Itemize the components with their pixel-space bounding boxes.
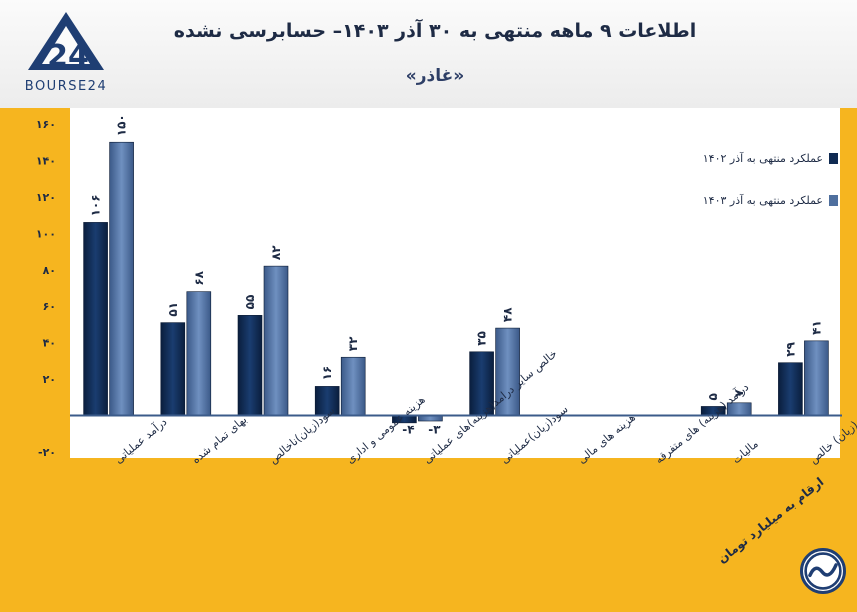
legend: عملکرد منتهی به آذر ۱۴۰۲ عملکرد منتهی به… <box>648 148 838 218</box>
logo-text: BOURSE24 <box>25 79 107 94</box>
logo-number: 24 <box>47 39 89 74</box>
y-tick-label: -۲۰ <box>38 446 56 459</box>
bar-1403 <box>804 340 829 416</box>
header-band: 24 BOURSE24 اطلاعات ۹ ماهه منتهی به ۳۰ آ… <box>0 0 857 108</box>
bar-1403 <box>340 356 366 416</box>
category-label: مالیات <box>730 437 761 466</box>
bar-value-label: ۲۹ <box>783 341 797 356</box>
bourse24-logo: 24 BOURSE24 <box>25 12 107 94</box>
legend-label-1402: عملکرد منتهی به آذر ۱۴۰۲ <box>702 152 823 165</box>
bar-value-label: ۳۵ <box>475 331 489 346</box>
y-tick-label: ۱۰۰ <box>36 227 56 240</box>
category-label: بهای تمام شده <box>189 413 249 466</box>
bar-value-label: ۵۵ <box>243 295 257 310</box>
bar-1402 <box>237 315 263 416</box>
bar-value-label: ۴۸ <box>501 307 515 322</box>
bar-value-label: ۱۵۰ <box>115 114 129 136</box>
bar-value-label: ۶۸ <box>192 270 206 285</box>
bar-1402 <box>314 386 340 416</box>
bar-value-label: -۴ <box>402 423 414 437</box>
legend-swatch-1402 <box>829 153 838 164</box>
bar-value-label: ۸۲ <box>269 245 283 260</box>
bar-1403 <box>495 327 520 416</box>
category-label: هزینه های مالی <box>575 411 638 467</box>
bar-1403 <box>109 141 134 416</box>
bar-value-label: ۳۲ <box>346 336 360 351</box>
bar-1403 <box>186 291 212 416</box>
bar-value-label: ۷ <box>732 389 746 397</box>
bar-1402 <box>160 322 186 416</box>
bar-1402 <box>83 222 108 416</box>
bar-value-label: ۱۰۶ <box>89 194 103 216</box>
y-tick-label: ۴۰ <box>43 337 56 350</box>
bar-value-label: -۳ <box>428 423 441 437</box>
y-axis: -۲۰ ۲۰ ۴۰ ۶۰ ۸۰ ۱۰۰ ۱۲۰ ۱۴۰ ۱۶۰ <box>36 118 56 459</box>
bar-1402 <box>469 351 494 416</box>
bar-value-label: ۵۱ <box>166 302 180 317</box>
y-tick-label: ۸۰ <box>43 264 56 277</box>
y-tick-label: ۱۴۰ <box>36 154 56 167</box>
y-tick-label: ۲۰ <box>43 373 56 386</box>
bar-value-label: ۱۶ <box>320 366 334 381</box>
value-labels: ۱۰۶ ۱۵۰ ۵۱ ۶۸ ۵۵ ۸۲ ۱۶ ۳۲ -۴ -۳ ۳۵ ۴۸ ۵ ۷ ۲۹ ۴۱ <box>89 114 824 436</box>
legend-swatch-1403 <box>829 195 838 206</box>
bar-1402 <box>778 362 803 416</box>
y-tick-label: ۶۰ <box>43 300 56 313</box>
company-symbol: «غاذر» <box>405 66 465 86</box>
chart-title: اطلاعات ۹ ماهه منتهی به ۳۰ آذر ۱۴۰۳– حسا… <box>173 20 697 42</box>
y-tick-label: ۱۲۰ <box>36 191 56 204</box>
bar-value-label: ۵ <box>706 393 720 400</box>
bar-value-label: ۴۱ <box>809 320 823 335</box>
legend-item-1402: عملکرد منتهی به آذر ۱۴۰۲ <box>703 152 838 165</box>
legend-item-1403: عملکرد منتهی به آذر ۱۴۰۳ <box>703 194 838 207</box>
category-label: درآمد عملیاتی <box>112 414 170 466</box>
y-tick-label: ۱۶۰ <box>36 118 56 131</box>
bourse24-badge-icon <box>800 548 846 594</box>
bar-1403 <box>263 265 289 416</box>
legend-label-1403: عملکرد منتهی به آذر ۱۴۰۳ <box>702 194 823 207</box>
bars <box>83 141 829 424</box>
